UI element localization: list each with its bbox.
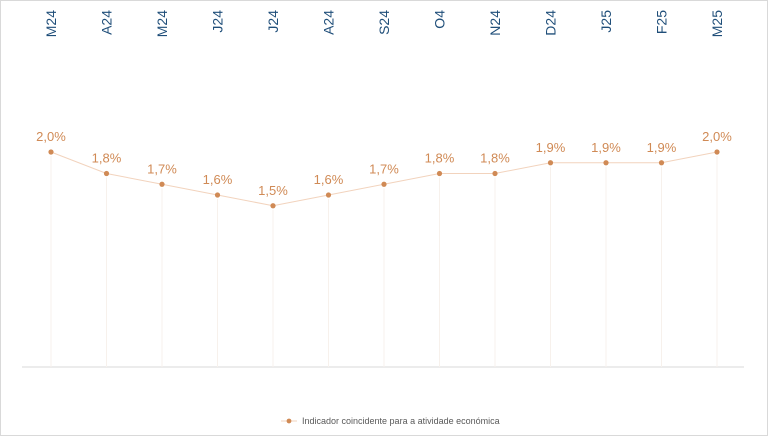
x-tick-label: M24 [43,10,59,37]
data-point [270,203,276,209]
x-tick-label: A24 [99,10,115,35]
data-label: 1,9% [536,140,566,155]
x-tick-label: J24 [265,10,281,33]
data-point [48,149,54,155]
x-axis-tick-labels: M24 A24 M24 J24 J24 A24 S24 O4 N24 D24 J25 F25 M25 [43,10,725,37]
data-label: 1,6% [314,172,344,187]
data-point [214,192,221,198]
data-point [159,181,165,187]
data-label: 1,8% [425,151,455,166]
legend: Indicador coincidente para a atividade e… [281,416,500,426]
data-label: 1,8% [92,151,122,166]
data-label: 1,6% [203,172,233,187]
legend-marker [286,418,292,424]
series-layer: 2,0% 1,8% 1,7% 1,6% 1,5% 1,6% 1,7% 1,8% 1,8% 1,9%… [36,129,732,367]
legend-label: Indicador coincidente para a atividade e… [302,416,500,426]
data-point [658,160,665,166]
x-tick-label: N24 [487,10,503,36]
x-tick-label: M24 [154,10,170,37]
x-tick-label: F25 [654,10,670,34]
data-point [547,160,554,166]
x-tick-label: A24 [321,10,337,35]
data-label: 1,9% [647,140,677,155]
data-label: 2,0% [36,129,66,144]
x-tick-label: J24 [210,10,226,33]
data-label: 1,8% [480,151,510,166]
data-point [381,181,387,187]
data-point [436,170,443,177]
data-point [603,160,609,166]
x-tick-label: S24 [376,10,392,35]
data-label: 1,5% [258,183,288,198]
data-point [492,170,498,177]
data-point [325,192,332,198]
data-label: 2,0% [702,129,732,144]
data-point [714,149,720,155]
data-label: 1,7% [369,161,399,176]
data-label: 1,7% [147,161,177,176]
x-tick-label: O4 [432,10,448,29]
x-tick-label: J25 [598,10,614,33]
data-label: 1,9% [591,140,621,155]
x-tick-label: D24 [543,10,559,36]
x-tick-label: M25 [709,10,725,37]
data-point [103,170,110,177]
